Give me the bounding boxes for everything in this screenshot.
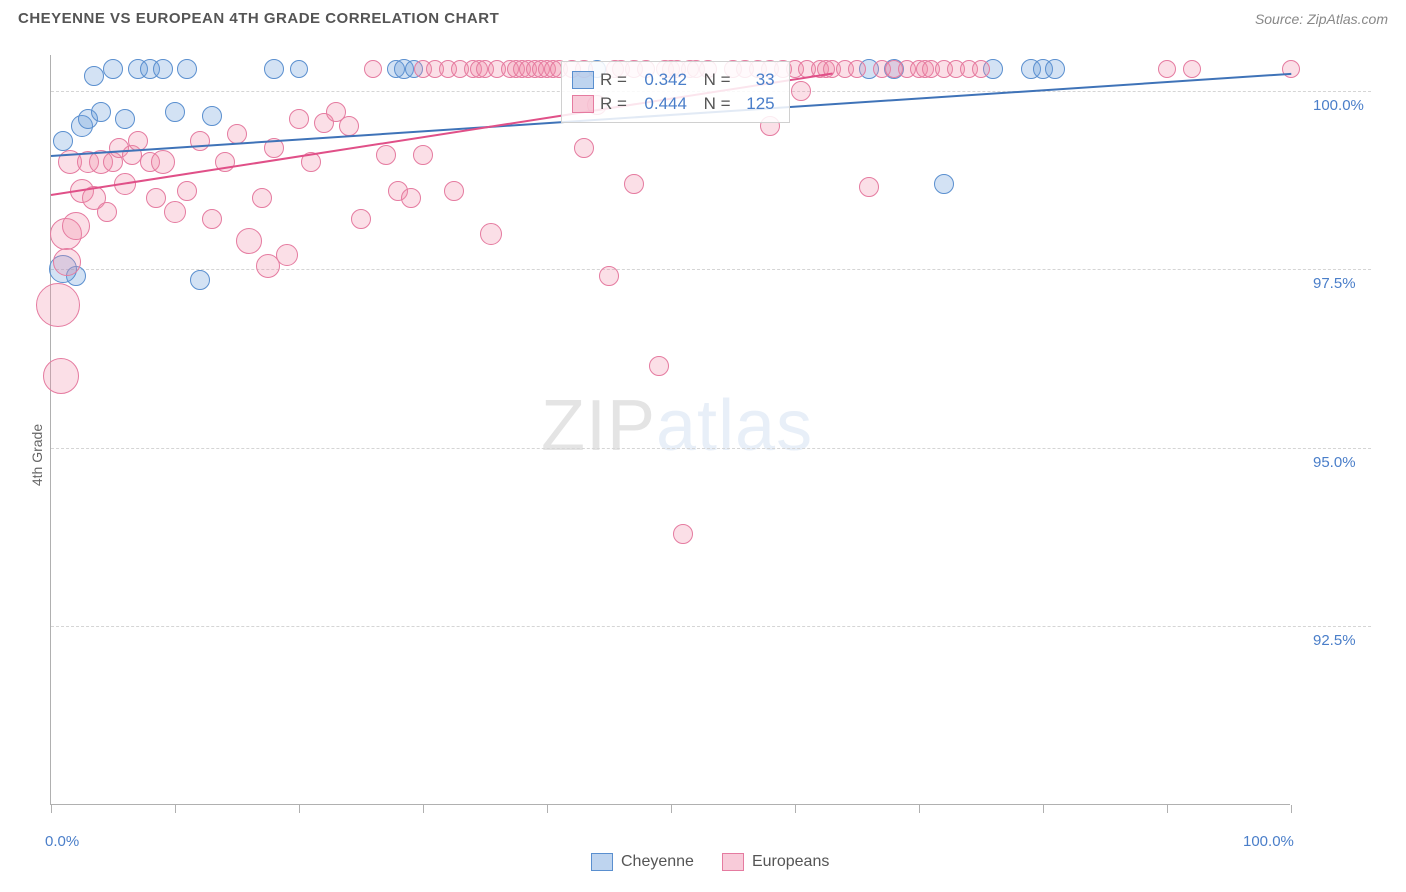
data-point <box>1282 60 1300 78</box>
source-name: ZipAtlas.com <box>1307 11 1388 27</box>
legend-item: Europeans <box>722 853 829 871</box>
legend-swatch <box>572 95 594 113</box>
data-point <box>574 138 594 158</box>
data-point <box>364 60 382 78</box>
stats-legend-row: R = 0.444 N = 125 <box>572 92 775 116</box>
data-point <box>36 283 80 327</box>
x-tick <box>51 805 52 813</box>
data-point <box>376 145 396 165</box>
data-point <box>972 60 990 78</box>
gridline <box>51 448 1371 449</box>
data-point <box>934 174 954 194</box>
data-point <box>351 209 371 229</box>
data-point <box>97 202 117 222</box>
x-tick <box>1167 805 1168 813</box>
chart-header: CHEYENNE VS EUROPEAN 4TH GRADE CORRELATI… <box>0 0 1406 35</box>
data-point <box>1158 60 1176 78</box>
gridline <box>51 269 1371 270</box>
legend-label: Cheyenne <box>621 853 694 871</box>
watermark-part1: ZIP <box>541 386 656 466</box>
legend-swatch <box>572 71 594 89</box>
data-point <box>252 188 272 208</box>
data-point <box>53 248 81 276</box>
data-point <box>649 356 669 376</box>
data-point <box>115 109 135 129</box>
x-tick <box>671 805 672 813</box>
data-point <box>401 188 421 208</box>
x-tick-label: 100.0% <box>1243 833 1294 850</box>
legend-label: Europeans <box>752 853 829 871</box>
x-tick <box>1291 805 1292 813</box>
data-point <box>190 270 210 290</box>
data-point <box>339 116 359 136</box>
data-point <box>1183 60 1201 78</box>
data-point <box>43 358 79 394</box>
data-point <box>236 228 262 254</box>
source-prefix: Source: <box>1255 11 1307 27</box>
y-tick-label: 100.0% <box>1313 97 1364 114</box>
data-point <box>444 181 464 201</box>
data-point <box>480 223 502 245</box>
data-point <box>599 266 619 286</box>
data-point <box>791 81 811 101</box>
data-point <box>177 59 197 79</box>
source-attribution: Source: ZipAtlas.com <box>1255 11 1388 27</box>
data-point <box>128 131 148 151</box>
x-tick <box>175 805 176 813</box>
y-tick-label: 92.5% <box>1313 632 1356 649</box>
data-point <box>227 124 247 144</box>
data-point <box>103 59 123 79</box>
data-point <box>190 131 210 151</box>
chart-container: 4th Grade ZIPatlas 92.5%95.0%97.5%100.0%… <box>0 35 1406 875</box>
data-point <box>289 109 309 129</box>
x-tick-label: 0.0% <box>45 833 79 850</box>
data-point <box>153 59 173 79</box>
chart-title: CHEYENNE VS EUROPEAN 4TH GRADE CORRELATI… <box>18 10 499 27</box>
data-point <box>91 102 111 122</box>
data-point <box>177 181 197 201</box>
data-point <box>62 212 90 240</box>
stats-legend: R = 0.342 N = 33 R = 0.444 N = 125 <box>561 61 790 123</box>
data-point <box>1045 59 1065 79</box>
gridline <box>51 626 1371 627</box>
data-point <box>164 201 186 223</box>
data-point <box>165 102 185 122</box>
y-axis-label: 4th Grade <box>29 424 45 486</box>
y-tick-label: 95.0% <box>1313 454 1356 471</box>
x-tick <box>919 805 920 813</box>
x-tick <box>1043 805 1044 813</box>
data-point <box>848 60 866 78</box>
data-point <box>202 209 222 229</box>
scatter-plot-area: ZIPatlas 92.5%95.0%97.5%100.0%0.0%100.0%… <box>50 55 1290 805</box>
legend-item: Cheyenne <box>591 853 694 871</box>
x-tick <box>547 805 548 813</box>
series-legend: Cheyenne Europeans <box>591 853 829 871</box>
data-point <box>413 145 433 165</box>
watermark-part2: atlas <box>656 386 813 466</box>
data-point <box>264 59 284 79</box>
x-tick <box>795 805 796 813</box>
data-point <box>276 244 298 266</box>
data-point <box>53 131 73 151</box>
legend-swatch <box>722 853 744 871</box>
data-point <box>202 106 222 126</box>
watermark: ZIPatlas <box>541 385 813 467</box>
data-point <box>673 524 693 544</box>
data-point <box>859 177 879 197</box>
stats-legend-row: R = 0.342 N = 33 <box>572 68 775 92</box>
data-point <box>84 66 104 86</box>
data-point <box>151 150 175 174</box>
data-point <box>146 188 166 208</box>
x-tick <box>299 805 300 813</box>
y-tick-label: 97.5% <box>1313 275 1356 292</box>
data-point <box>290 60 308 78</box>
x-tick <box>423 805 424 813</box>
legend-swatch <box>591 853 613 871</box>
data-point <box>624 174 644 194</box>
